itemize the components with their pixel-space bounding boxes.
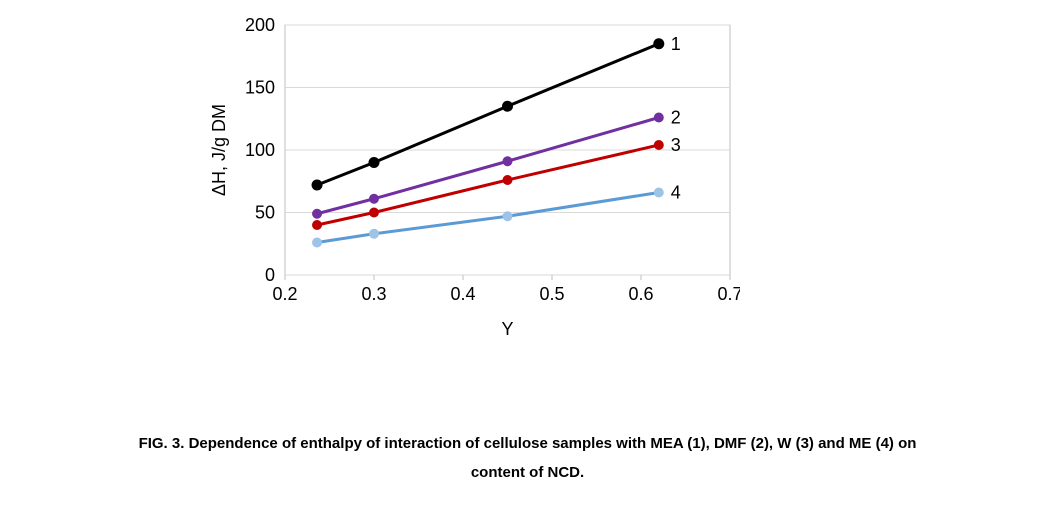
series-marker-4 [654, 188, 664, 198]
series-marker-4 [503, 211, 513, 221]
series-marker-4 [312, 238, 322, 248]
chart-svg: 0 50 100 150 200 0.2 0.3 0.4 0.5 0.6 0.7 1 2 3 4 Y ΔH, J… [200, 10, 740, 350]
series-marker-2 [654, 113, 664, 123]
series-marker-1 [502, 101, 513, 112]
series-marker-4 [369, 229, 379, 239]
series-end-label-3: 3 [671, 135, 681, 155]
y-tick-label: 0 [265, 265, 275, 285]
y-tick-label: 100 [245, 140, 275, 160]
x-tick-label: 0.3 [361, 284, 386, 304]
x-axis-label: Y [501, 319, 513, 339]
series-marker-2 [503, 156, 513, 166]
series-marker-3 [654, 140, 664, 150]
x-tick-label: 0.2 [272, 284, 297, 304]
x-tick-label: 0.6 [628, 284, 653, 304]
x-tick-label: 0.4 [450, 284, 475, 304]
x-tick-label: 0.7 [717, 284, 740, 304]
y-axis-label: ΔH, J/g DM [209, 104, 229, 196]
caption-prefix: FIG. 3. [139, 435, 189, 452]
series-marker-3 [503, 175, 513, 185]
series-end-label-2: 2 [671, 108, 681, 128]
y-tick-label: 200 [245, 15, 275, 35]
series-marker-1 [312, 180, 323, 191]
series-marker-1 [653, 38, 664, 49]
series-end-label-4: 4 [671, 183, 681, 203]
caption-line2: content of NCD. [471, 464, 584, 481]
series-marker-3 [312, 220, 322, 230]
series-marker-1 [369, 157, 380, 168]
caption-line1: Dependence of enthalpy of interaction of… [189, 435, 917, 452]
series-end-label-1: 1 [671, 34, 681, 54]
series-marker-2 [369, 194, 379, 204]
y-tick-label: 50 [255, 203, 275, 223]
figure-caption: FIG. 3. Dependence of enthalpy of intera… [0, 430, 1055, 487]
figure-container: { "caption": { "prefix": "FIG. 3. ", "li… [0, 0, 1055, 505]
enthalpy-chart: 0 50 100 150 200 0.2 0.3 0.4 0.5 0.6 0.7 1 2 3 4 Y ΔH, J… [200, 10, 740, 350]
y-tick-label: 150 [245, 78, 275, 98]
series-marker-2 [312, 209, 322, 219]
series-marker-3 [369, 208, 379, 218]
x-tick-label: 0.5 [539, 284, 564, 304]
